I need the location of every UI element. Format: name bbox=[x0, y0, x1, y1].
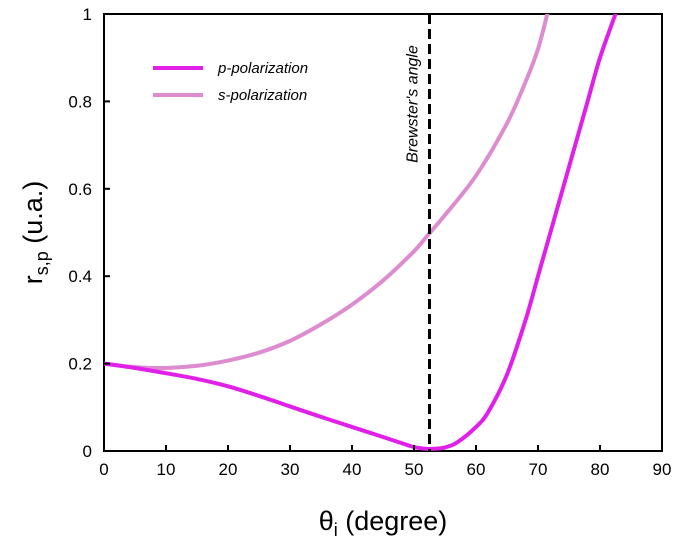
series-line-p-polarization bbox=[104, 14, 618, 451]
x-axis-ticks: 0 10 20 30 40 50 60 70 80 90 bbox=[99, 445, 671, 479]
x-axis-title: θi (degree) bbox=[319, 506, 448, 538]
y-axis-title-rest: (u.a.) bbox=[18, 181, 48, 252]
x-tick-label: 70 bbox=[529, 460, 548, 479]
x-tick-label: 40 bbox=[343, 460, 362, 479]
x-tick-label: 50 bbox=[405, 460, 424, 479]
y-tick-label: 0.6 bbox=[68, 180, 92, 199]
x-tick-label: 80 bbox=[591, 460, 610, 479]
legend-label: p-polarization bbox=[217, 60, 308, 77]
y-axis-title-symbol: r bbox=[18, 275, 48, 284]
series-line-s-polarization bbox=[104, 14, 550, 371]
x-tick-label: 20 bbox=[219, 460, 238, 479]
y-axis-title: rs,p (u.a.) bbox=[18, 181, 52, 285]
series-layer bbox=[104, 14, 618, 451]
x-tick-label: 0 bbox=[99, 460, 108, 479]
x-axis-title-subscript: i bbox=[334, 520, 338, 538]
x-tick-label: 30 bbox=[281, 460, 300, 479]
x-tick-label: 90 bbox=[653, 460, 672, 479]
x-tick-label: 60 bbox=[467, 460, 486, 479]
x-axis-title-symbol: θ bbox=[319, 506, 334, 536]
y-tick-label: 1 bbox=[83, 5, 92, 24]
x-tick-label: 10 bbox=[157, 460, 176, 479]
legend-label: s-polarization bbox=[218, 87, 307, 104]
legend: p-polarization s-polarization bbox=[153, 60, 308, 104]
y-tick-label: 0.8 bbox=[68, 92, 92, 111]
plot-frame bbox=[103, 13, 663, 452]
x-axis-title-rest: (degree) bbox=[338, 506, 448, 536]
y-tick-label: 0.4 bbox=[68, 267, 92, 286]
brewster-angle-label: Brewster's angle bbox=[405, 45, 422, 163]
plot-area: Brewster's angle bbox=[103, 13, 663, 452]
y-axis-title-subscript: s,p bbox=[32, 251, 52, 275]
y-axis-ticks: 0 0.2 0.4 0.6 0.8 1 bbox=[68, 5, 110, 461]
y-tick-label: 0 bbox=[83, 442, 92, 461]
y-tick-label: 0.2 bbox=[68, 355, 92, 374]
